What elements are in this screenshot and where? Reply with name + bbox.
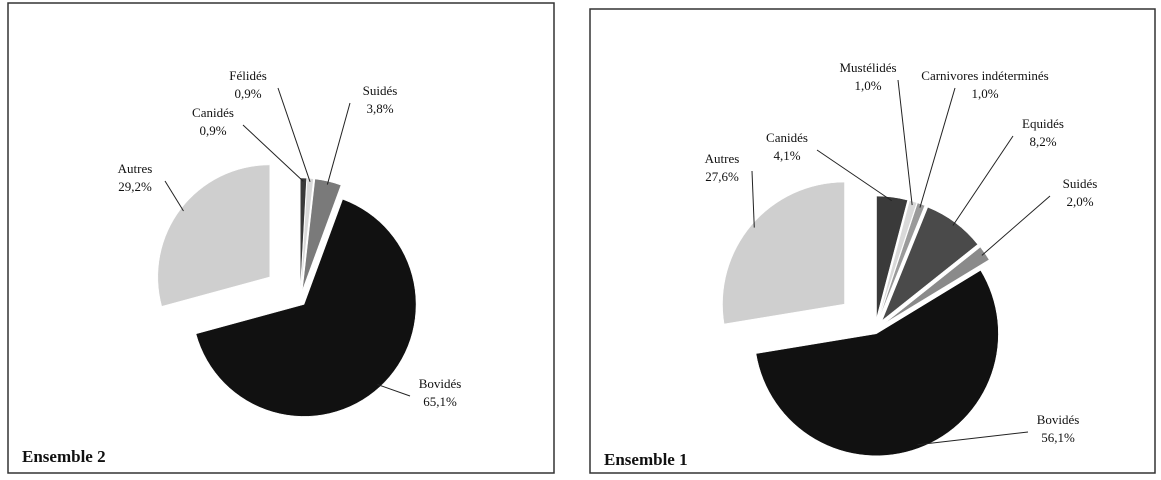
pie-slice xyxy=(722,181,845,325)
slice-value: 29,2% xyxy=(118,179,152,194)
panel xyxy=(589,8,1156,474)
slice-label: Mustélidés xyxy=(839,60,896,75)
slice-label: Félidés xyxy=(229,68,267,83)
slice-label: Canidés xyxy=(192,105,234,120)
leader-line xyxy=(897,79,913,206)
leader-line xyxy=(277,87,311,182)
chart-title: Ensemble 2 xyxy=(22,447,106,466)
slice-value: 65,1% xyxy=(423,394,457,409)
leader-line xyxy=(326,102,351,185)
pie-slice xyxy=(878,200,918,319)
pie-slice xyxy=(157,164,271,307)
chart-title: Ensemble 1 xyxy=(604,450,688,469)
slice-value: 2,0% xyxy=(1066,194,1093,209)
pie-slice xyxy=(300,177,314,291)
slice-label: Bovidés xyxy=(419,376,462,391)
pie-slice xyxy=(195,198,417,417)
slice-label: Carnivores indéterminés xyxy=(921,68,1048,83)
slice-value: 1,0% xyxy=(854,78,881,93)
slice-label: Suidés xyxy=(363,83,398,98)
leader-line xyxy=(981,195,1051,256)
slice-value: 4,1% xyxy=(773,148,800,163)
slice-label: Suidés xyxy=(1063,176,1098,191)
pie-slice xyxy=(755,269,999,456)
leader-line xyxy=(919,87,956,208)
leader-line xyxy=(917,431,1029,446)
panel xyxy=(7,2,555,474)
leader-line xyxy=(164,180,184,212)
leader-line xyxy=(242,124,304,182)
slice-value: 56,1% xyxy=(1041,430,1075,445)
slice-label: Autres xyxy=(705,151,740,166)
slice-label: Autres xyxy=(118,161,153,176)
slice-label: Canidés xyxy=(766,130,808,145)
leader-line xyxy=(377,384,411,397)
leader-line xyxy=(816,149,893,202)
slice-label: Bovidés xyxy=(1037,412,1080,427)
slice-value: 3,8% xyxy=(366,101,393,116)
slice-value: 27,6% xyxy=(705,169,739,184)
slice-value: 0,9% xyxy=(199,123,226,138)
leader-line xyxy=(751,170,755,228)
leader-line xyxy=(952,135,1014,226)
slice-value: 0,9% xyxy=(234,86,261,101)
pie-slice xyxy=(876,195,908,319)
slice-value: 1,0% xyxy=(971,86,998,101)
slice-value: 8,2% xyxy=(1029,134,1056,149)
slice-label: Equidés xyxy=(1022,116,1064,131)
